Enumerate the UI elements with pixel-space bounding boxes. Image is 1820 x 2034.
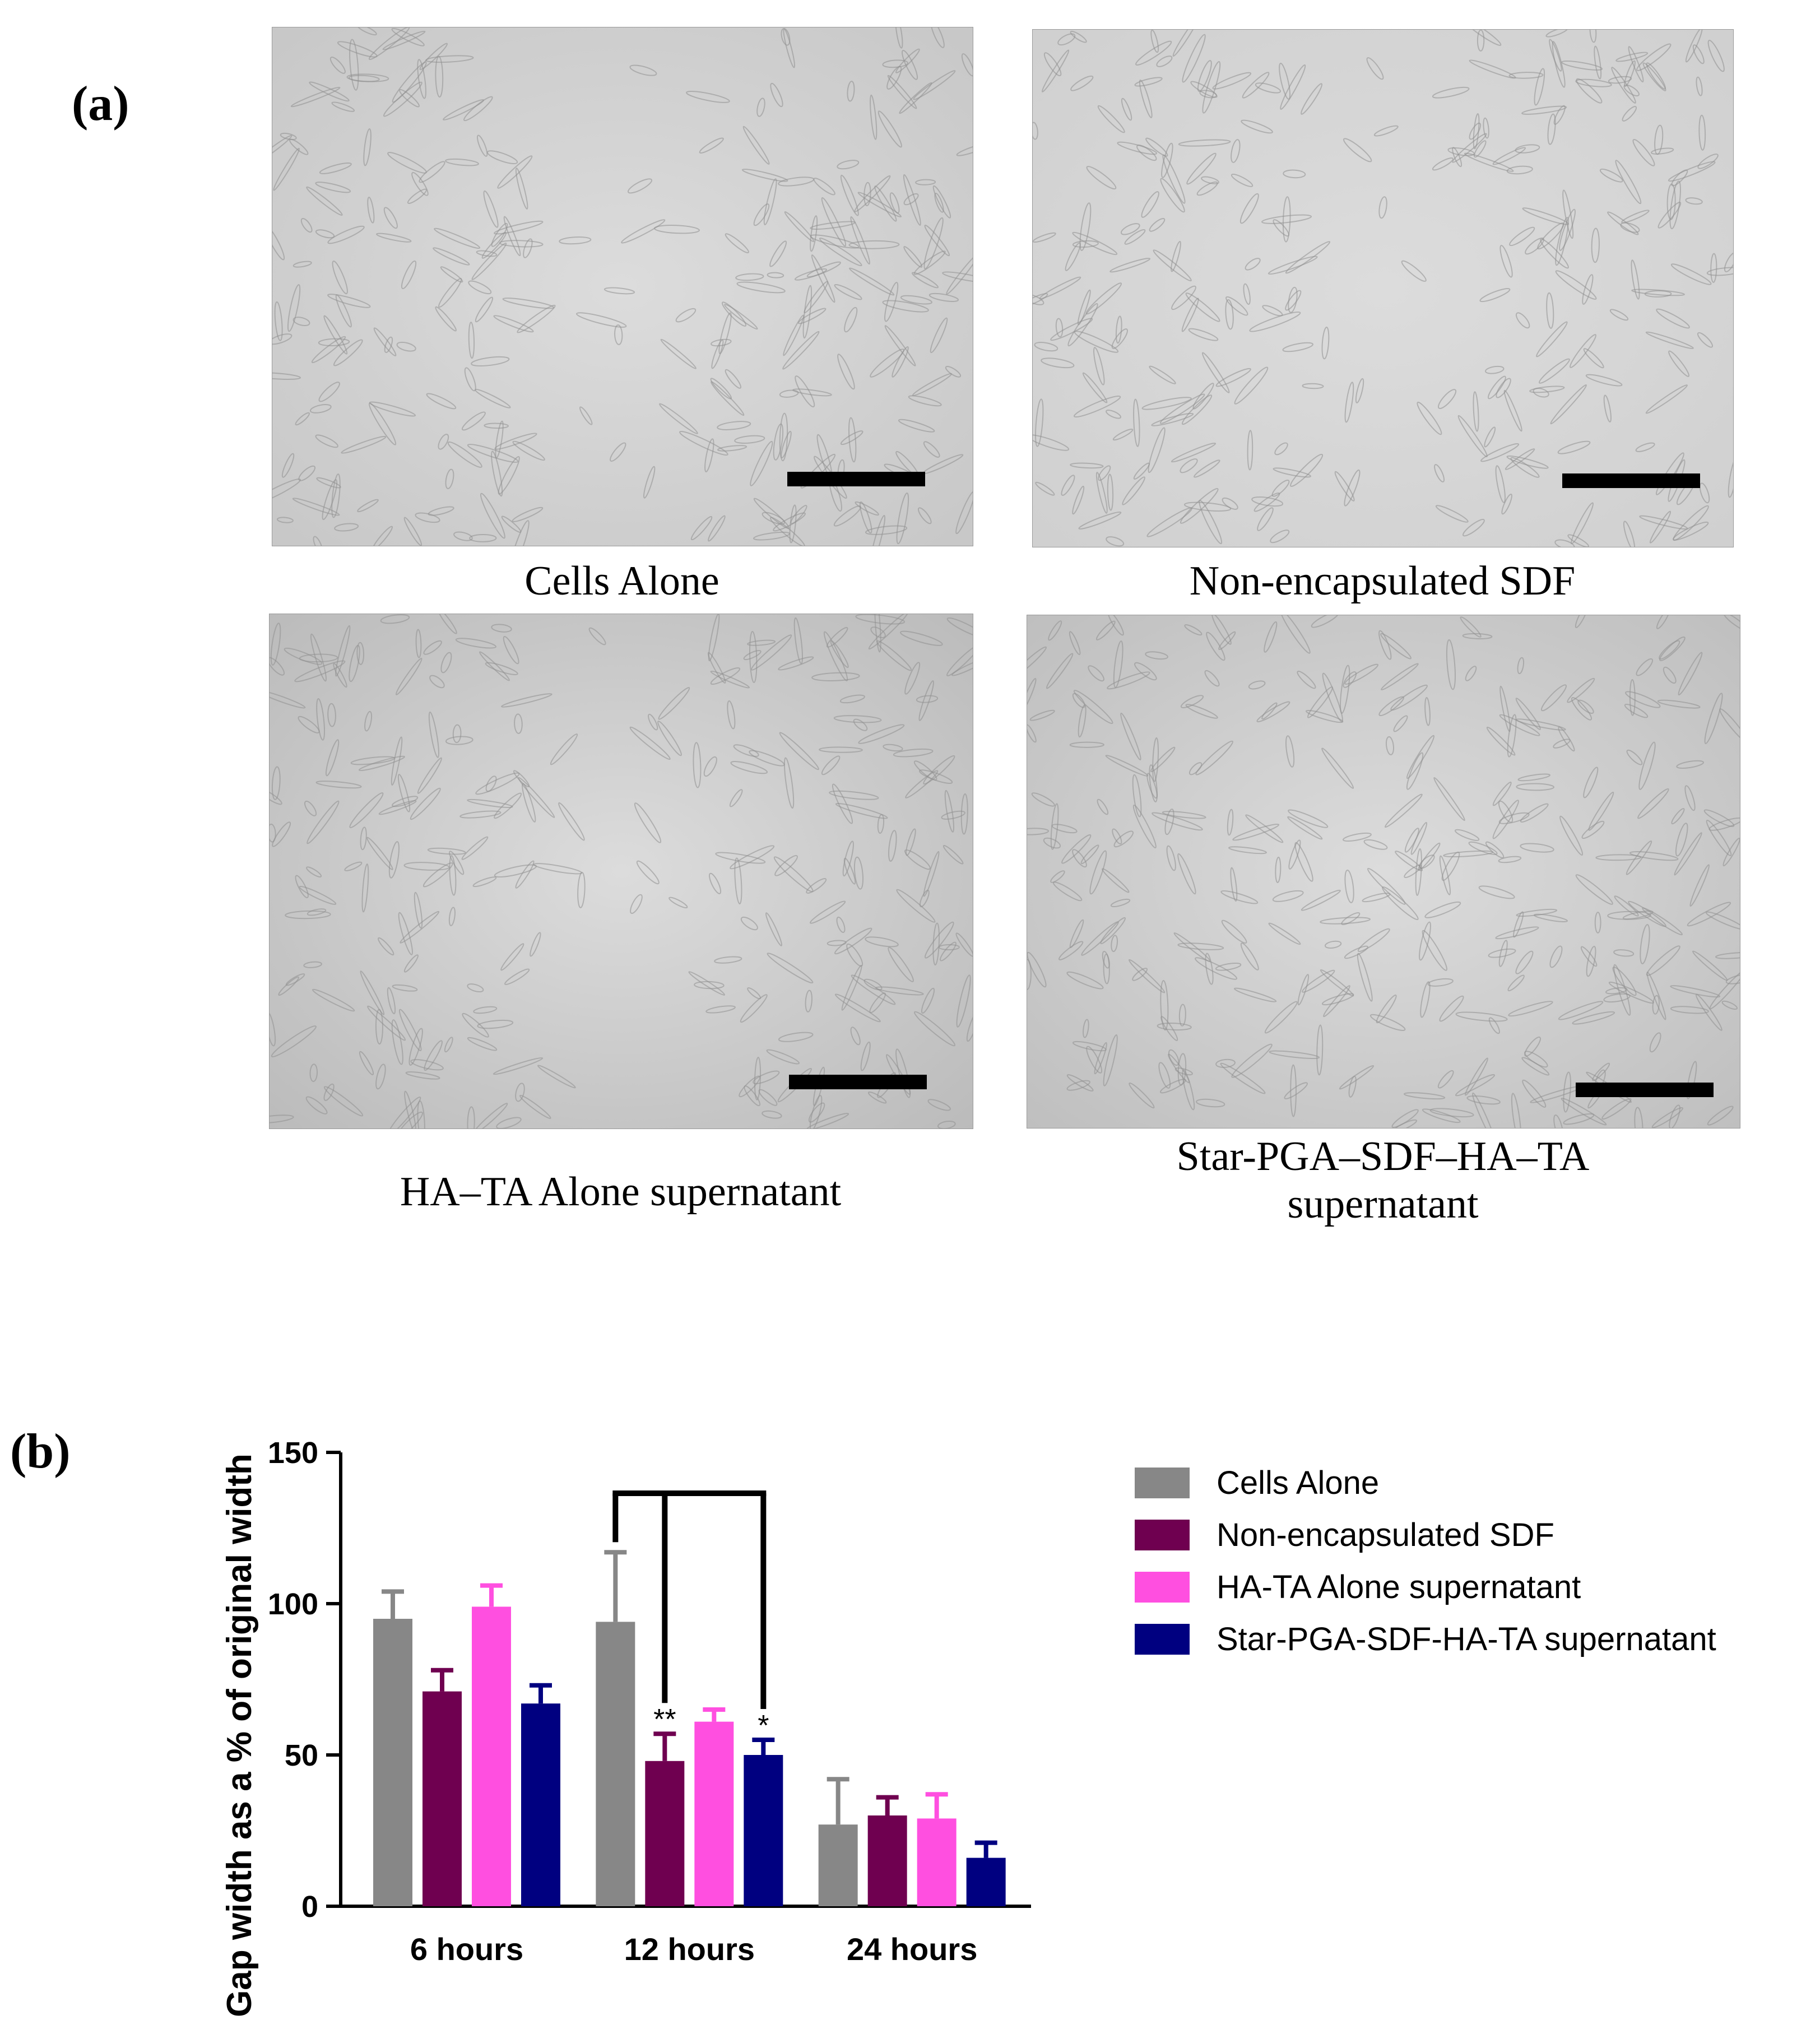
- legend-label: Cells Alone: [1217, 1465, 1380, 1501]
- y-tick-label: 50: [285, 1739, 318, 1772]
- scale-bar: [787, 472, 925, 486]
- x-tick-label: 12 hours: [624, 1931, 755, 1967]
- y-tick-label: 100: [268, 1587, 318, 1621]
- brightfield-micrograph-icon: [1033, 30, 1733, 547]
- panel-b-label: (b): [10, 1424, 71, 1479]
- legend-swatch: [1135, 1468, 1190, 1498]
- panel-a-label: (a): [72, 77, 129, 131]
- legend-item: Cells Alone: [1135, 1457, 1716, 1509]
- significance-annotation: *: [758, 1710, 769, 1742]
- bar: [521, 1703, 560, 1906]
- caption-star-pga-sdf-ha-ta: Star-PGA–SDF–HA–TA supernatant: [1176, 1134, 1590, 1228]
- scale-bar: [1562, 473, 1700, 488]
- caption-non-encapsulated-sdf: Non-encapsulated SDF: [1189, 558, 1576, 604]
- bar: [966, 1857, 1006, 1906]
- legend-label: Non-encapsulated SDF: [1217, 1517, 1554, 1553]
- bar: [744, 1755, 783, 1906]
- scale-bar: [1576, 1083, 1714, 1097]
- caption-cells-alone: Cells Alone: [524, 558, 719, 604]
- y-axis-label: Gap width as a % of original width: [220, 1453, 259, 2017]
- legend-swatch: [1135, 1520, 1190, 1550]
- brightfield-micrograph-icon: [1027, 615, 1740, 1128]
- bar: [472, 1606, 511, 1906]
- bar: [373, 1619, 412, 1906]
- micrograph-star-pga-sdf-ha-ta: [1027, 615, 1740, 1129]
- bar: [818, 1824, 858, 1906]
- bar: [917, 1818, 957, 1906]
- caption-ha-ta-alone: HA–TA Alone supernatant: [400, 1169, 842, 1215]
- legend-item: Non-encapsulated SDF: [1135, 1509, 1716, 1561]
- x-tick-label: 6 hours: [410, 1931, 523, 1967]
- bar-chart: 0 50 100 150 Gap width as a % of original wi…: [220, 1436, 1031, 2017]
- bar: [867, 1815, 907, 1906]
- bar: [596, 1622, 635, 1906]
- brightfield-micrograph-icon: [272, 27, 973, 546]
- legend-swatch: [1135, 1572, 1190, 1603]
- brightfield-micrograph-icon: [270, 614, 973, 1129]
- significance-annotation: **: [653, 1703, 676, 1736]
- bar: [422, 1691, 462, 1906]
- legend-label: HA-TA Alone supernatant: [1217, 1569, 1581, 1605]
- y-tick-label: 150: [268, 1436, 318, 1470]
- legend-swatch: [1135, 1624, 1190, 1655]
- legend-item: Star-PGA-SDF-HA-TA supernatant: [1135, 1613, 1716, 1665]
- micrograph-cells-alone: [272, 27, 973, 546]
- micrograph-non-encapsulated-sdf: [1032, 29, 1734, 547]
- micrograph-ha-ta-alone: [269, 614, 973, 1129]
- legend-item: HA-TA Alone supernatant: [1135, 1561, 1716, 1613]
- y-tick-label: 0: [301, 1890, 318, 1924]
- bar: [645, 1761, 685, 1906]
- scale-bar: [789, 1075, 927, 1089]
- chart-legend: Cells Alone Non-encapsulated SDF HA-TA A…: [1135, 1457, 1716, 1665]
- bar: [694, 1721, 734, 1906]
- x-tick-label: 24 hours: [847, 1931, 977, 1967]
- legend-label: Star-PGA-SDF-HA-TA supernatant: [1217, 1621, 1716, 1657]
